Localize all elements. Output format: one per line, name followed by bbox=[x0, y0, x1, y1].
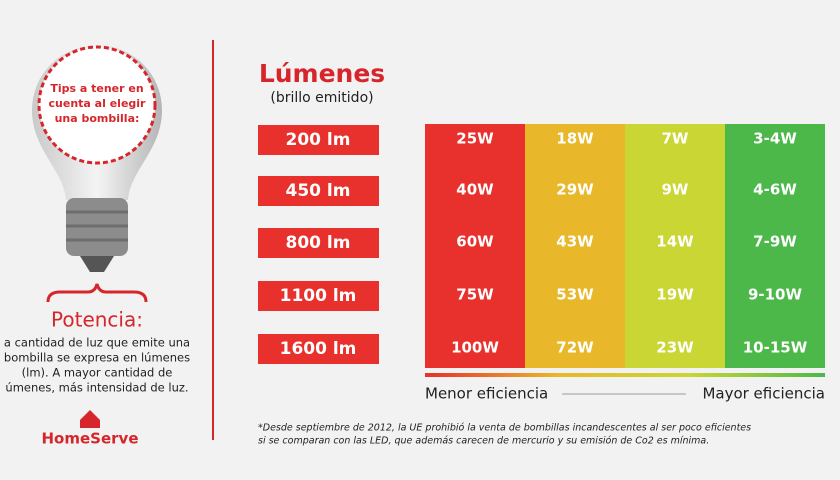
column-bg bbox=[525, 124, 625, 368]
bulb-threads bbox=[66, 210, 128, 242]
tip-circle bbox=[37, 45, 157, 165]
lumens-label: 800 lm bbox=[286, 233, 351, 253]
watt-cell: 19W bbox=[656, 286, 694, 304]
side-heading: Potencia: bbox=[51, 308, 143, 332]
lumens-label: 1100 lm bbox=[280, 286, 357, 306]
lumens-subtitle: (brillo emitido) bbox=[270, 90, 373, 106]
tip-text: una bombilla: bbox=[55, 112, 140, 125]
watt-cell: 18W bbox=[556, 130, 594, 148]
lumens-box bbox=[258, 228, 379, 258]
watt-cell: 100W bbox=[451, 339, 499, 357]
watt-cell: 75W bbox=[456, 286, 494, 304]
lumens-label: 1600 lm bbox=[280, 339, 357, 359]
column-bg bbox=[625, 124, 725, 368]
watt-cell: 14W bbox=[656, 233, 694, 251]
watt-cell: 60W bbox=[456, 233, 494, 251]
bracket bbox=[46, 283, 148, 303]
column-bg bbox=[425, 124, 525, 368]
side-text: úmenes, más intensidad de luz. bbox=[5, 381, 188, 395]
lumens-box bbox=[258, 281, 379, 311]
lumens-box bbox=[258, 125, 379, 155]
watt-cell: 40W bbox=[456, 181, 494, 199]
watt-cell: 25W bbox=[456, 130, 494, 148]
footnote: *Desde septiembre de 2012, la UE prohibi… bbox=[258, 423, 751, 434]
lumens-title: Lúmenes bbox=[259, 59, 385, 88]
watt-cell: 7-9W bbox=[753, 233, 797, 251]
watt-cell: 7W bbox=[662, 130, 689, 148]
brand-icon bbox=[80, 410, 100, 428]
watt-cell: 29W bbox=[556, 181, 594, 199]
side-text: a cantidad de luz que emite una bbox=[4, 336, 190, 350]
watt-cell: 43W bbox=[556, 233, 594, 251]
watt-cell: 3-4W bbox=[753, 130, 797, 148]
tip-text: Tips a tener en bbox=[50, 82, 143, 95]
watt-cell: 4-6W bbox=[753, 181, 797, 199]
watt-cell: 72W bbox=[556, 339, 594, 357]
bulb-tip bbox=[80, 256, 114, 272]
lumens-label: 200 lm bbox=[286, 130, 351, 150]
column-bg bbox=[725, 124, 825, 368]
watt-cell: 53W bbox=[556, 286, 594, 304]
watt-cell: 9-10W bbox=[748, 286, 803, 304]
lumens-label: 450 lm bbox=[286, 181, 351, 201]
lumens-box bbox=[258, 176, 379, 206]
efficiency-bar bbox=[425, 373, 825, 377]
watt-cell: 23W bbox=[656, 339, 694, 357]
scale-left: Menor eficiencia bbox=[425, 385, 548, 403]
tip-text: cuenta al elegir bbox=[49, 97, 147, 110]
watt-cell: 10-15W bbox=[743, 339, 808, 357]
footnote: si se comparan con las LED, que además c… bbox=[258, 436, 709, 447]
side-text: (lm). A mayor cantidad de bbox=[22, 366, 173, 380]
side-text: bombilla se expresa en lúmenes bbox=[4, 351, 190, 365]
brand: HomeServe bbox=[42, 430, 139, 448]
scale-right: Mayor eficiencia bbox=[702, 385, 825, 403]
lumens-box bbox=[258, 334, 379, 364]
watt-cell: 9W bbox=[662, 181, 689, 199]
